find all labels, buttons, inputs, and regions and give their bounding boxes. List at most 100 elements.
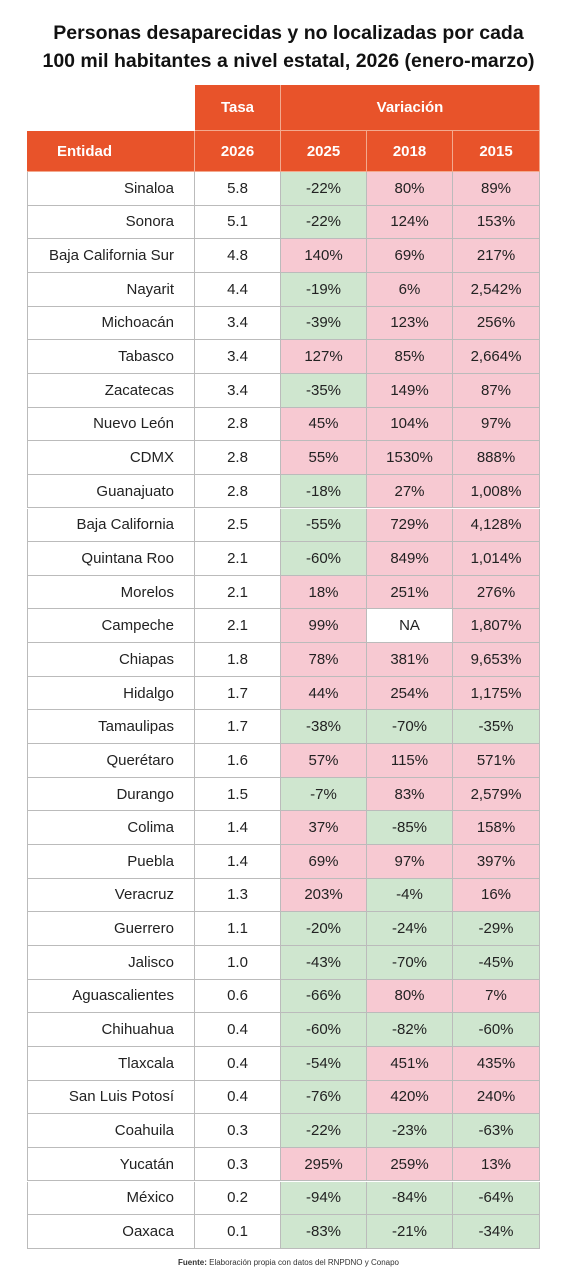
rate: 3.4 [195,340,281,374]
variation: -64% [453,1181,540,1216]
column-header: 2026 [195,131,281,172]
state-name: Veracruz [27,878,195,913]
state-name: Guerrero [27,912,195,946]
rate: 4.8 [195,239,281,273]
state-name: Chiapas [27,643,195,677]
rate: 1.0 [195,945,281,980]
variation: 115% [367,744,453,778]
variation: 1530% [367,441,453,475]
variation: 1,008% [453,474,540,509]
variation: 78% [281,643,367,677]
variation: 80% [367,979,453,1014]
state-name: Guanajuato [27,474,195,509]
variation: -63% [453,1114,540,1148]
state-name: Nuevo León [27,407,195,442]
state-name: Nayarit [27,272,195,307]
variation: -70% [367,945,453,980]
variation: 2,664% [453,340,540,374]
rate: 3.4 [195,373,281,408]
variation: -18% [281,474,367,509]
variation: 27% [367,474,453,509]
state-name: Colima [27,811,195,845]
variation: 849% [367,542,453,576]
rate: 2.1 [195,542,281,576]
variation: -38% [281,710,367,745]
variation: 44% [281,676,367,711]
rate: 1.7 [195,710,281,745]
rate: 2.5 [195,508,281,543]
title-line: 100 mil habitantes a nivel estatal, 2026… [42,50,535,72]
variation: 435% [453,1046,540,1081]
variation: 295% [281,1147,367,1182]
variation: -4% [367,878,453,913]
variation: 124% [367,205,453,240]
rate: 0.6 [195,979,281,1014]
state-name: Quintana Roo [27,542,195,576]
state-name: Jalisco [27,945,195,980]
variation: -82% [367,1013,453,1047]
state-name: Durango [27,777,195,812]
variation: 104% [367,407,453,442]
rate: 1.3 [195,878,281,913]
state-name: CDMX [27,441,195,475]
variation: -23% [367,1114,453,1148]
variation: -22% [281,1114,367,1148]
variation: 2,542% [453,272,540,307]
state-name: Michoacán [27,306,195,341]
state-name: Tamaulipas [27,710,195,745]
column-header: 2015 [453,131,540,172]
variation: 83% [367,777,453,812]
variation: 69% [367,239,453,273]
footer: Fuente: Elaboración propia con datos del… [0,1258,577,1267]
rate: 5.8 [195,172,281,206]
rate: 0.3 [195,1114,281,1148]
variation: 97% [367,845,453,879]
rate: 2.1 [195,575,281,610]
group-header: Tasa [195,85,281,131]
column-header: Entidad [27,131,195,172]
variation: -35% [453,710,540,745]
rate: 1.8 [195,643,281,677]
rate: 1.4 [195,845,281,879]
rate: 2.8 [195,441,281,475]
variation: 7% [453,979,540,1014]
variation: 888% [453,441,540,475]
rate: 2.8 [195,407,281,442]
state-name: Campeche [27,609,195,644]
variation: -39% [281,306,367,341]
variation: -54% [281,1046,367,1081]
variation: 4,128% [453,508,540,543]
variation: 571% [453,744,540,778]
state-name: Baja California [27,508,195,543]
variation: 276% [453,575,540,610]
variation: -84% [367,1181,453,1216]
variation: 16% [453,878,540,913]
variation: 397% [453,845,540,879]
state-name: Tabasco [27,340,195,374]
variation: 251% [367,575,453,610]
variation: 45% [281,407,367,442]
variation: 1,807% [453,609,540,644]
variation: 240% [453,1080,540,1115]
rate: 0.1 [195,1215,281,1249]
variation: -7% [281,777,367,812]
variation: 254% [367,676,453,711]
variation: 99% [281,609,367,644]
variation: -35% [281,373,367,408]
variation: 89% [453,172,540,206]
rate: 0.4 [195,1046,281,1081]
state-name: Morelos [27,575,195,610]
variation: 85% [367,340,453,374]
rate: 2.8 [195,474,281,509]
variation: -83% [281,1215,367,1249]
variation: -19% [281,272,367,307]
group-header: Variación [281,85,540,131]
variation: 87% [453,373,540,408]
variation: 381% [367,643,453,677]
variation: -66% [281,979,367,1014]
variation: 18% [281,575,367,610]
variation: -94% [281,1181,367,1216]
variation: -34% [453,1215,540,1249]
variation: 37% [281,811,367,845]
